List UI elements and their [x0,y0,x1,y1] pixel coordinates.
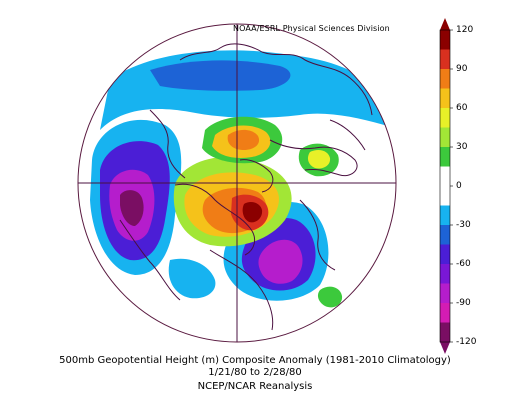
colorbar-tick-label: 90 [456,64,468,74]
colorbar-swatch [440,244,450,265]
colorbar-swatch [440,88,450,109]
colorbar-swatch [440,283,450,304]
colorbar-tick-label: 60 [456,103,468,113]
colorbar-tick-label: 0 [456,181,462,191]
anomaly-field [78,24,396,342]
colorbar-swatch [440,166,450,187]
colorbar-cap-bottom [440,342,450,354]
colorbar-swatch [440,127,450,148]
colorbar-swatch [440,303,450,323]
colorbar-tick-label: -90 [456,298,471,308]
colorbar-swatch [440,108,450,128]
colorbar-cap-top [440,18,450,30]
credit-label: NOAA/ESRL Physical Sciences Division [233,24,390,33]
caption-title: 500mb Geopotential Height (m) Composite … [59,355,451,366]
colorbar-swatch [440,186,450,206]
caption-source: NCEP/NCAR Reanalysis [197,381,313,392]
coastlines [119,43,373,331]
colorbar-swatch [440,69,450,89]
map-boundary [77,23,397,343]
colorbar-tick-label: -60 [456,259,471,269]
colorbar-swatch [440,30,450,50]
colorbar-swatch [440,147,450,167]
colorbar [439,18,453,354]
colorbar-tick-label: 30 [456,142,468,152]
colorbar-swatch [440,49,450,70]
colorbar-swatch [440,264,450,284]
colorbar-tick-label: -120 [456,337,477,347]
colorbar-tick-label: 120 [456,25,474,35]
caption-dates: 1/21/80 to 2/28/80 [208,367,302,378]
colorbar-swatch [440,322,450,343]
colorbar-swatch [440,225,450,245]
colorbar-swatch [440,205,450,226]
colorbar-tick-label: -30 [456,220,471,230]
